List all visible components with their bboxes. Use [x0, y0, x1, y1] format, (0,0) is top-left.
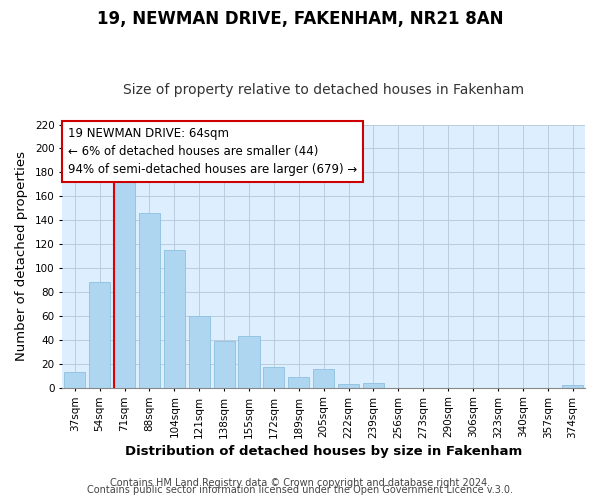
- Bar: [263, 368, 284, 388]
- Bar: [139, 213, 160, 388]
- Y-axis label: Number of detached properties: Number of detached properties: [15, 151, 28, 361]
- Bar: [89, 282, 110, 388]
- Bar: [363, 383, 384, 388]
- Text: 19 NEWMAN DRIVE: 64sqm
← 6% of detached houses are smaller (44)
94% of semi-deta: 19 NEWMAN DRIVE: 64sqm ← 6% of detached …: [68, 127, 357, 176]
- Bar: [114, 174, 135, 388]
- Bar: [338, 384, 359, 388]
- Bar: [238, 336, 260, 388]
- Title: Size of property relative to detached houses in Fakenham: Size of property relative to detached ho…: [123, 83, 524, 97]
- Bar: [164, 250, 185, 388]
- Bar: [313, 368, 334, 388]
- Bar: [562, 386, 583, 388]
- Bar: [288, 377, 310, 388]
- Bar: [214, 341, 235, 388]
- Text: Contains HM Land Registry data © Crown copyright and database right 2024.: Contains HM Land Registry data © Crown c…: [110, 478, 490, 488]
- Bar: [64, 372, 85, 388]
- Text: Contains public sector information licensed under the Open Government Licence v.: Contains public sector information licen…: [87, 485, 513, 495]
- Bar: [188, 316, 210, 388]
- Text: 19, NEWMAN DRIVE, FAKENHAM, NR21 8AN: 19, NEWMAN DRIVE, FAKENHAM, NR21 8AN: [97, 10, 503, 28]
- X-axis label: Distribution of detached houses by size in Fakenham: Distribution of detached houses by size …: [125, 444, 522, 458]
